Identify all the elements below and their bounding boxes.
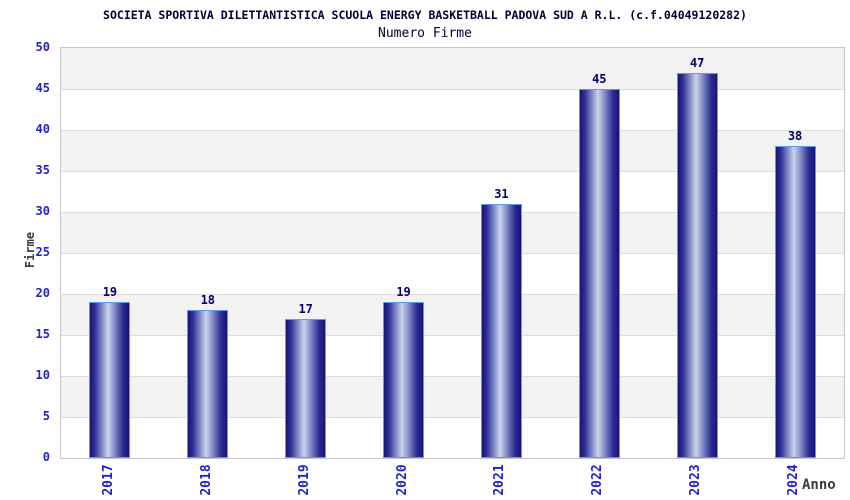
gridline: [61, 417, 844, 418]
bar-value-label: 47: [689, 55, 705, 70]
y-tick-label: 10: [35, 368, 50, 382]
bar-2020: [383, 302, 425, 458]
chart-subtitle: Numero Firme: [378, 26, 472, 41]
plot-band: [61, 417, 844, 458]
plot-band: [61, 89, 844, 130]
bar-2019: [285, 318, 327, 458]
gridline: [61, 212, 844, 213]
bar-2024: [774, 146, 816, 458]
bar-2021: [480, 203, 522, 458]
gridline: [61, 335, 844, 336]
x-tick-label: 2022: [590, 464, 606, 496]
plot-band: [61, 253, 844, 294]
gridline: [61, 130, 844, 131]
gridline: [61, 294, 844, 295]
x-axis-label: Anno: [802, 477, 836, 493]
x-tick-label: 2020: [394, 464, 410, 496]
bar-2023: [676, 72, 718, 458]
bar-value-label: 18: [200, 293, 216, 308]
x-tick-label: 2017: [100, 464, 116, 496]
plot-band: [61, 212, 844, 253]
y-tick-label: 35: [35, 163, 50, 177]
y-tick-label: 50: [35, 40, 50, 54]
bar-value-label: 45: [592, 72, 607, 86]
plot-band: [61, 335, 844, 376]
y-tick-label: 5: [42, 409, 50, 423]
bar-value-label: 38: [787, 129, 803, 144]
y-tick-label: 25: [35, 245, 50, 259]
x-tick-label: 2024: [786, 464, 802, 496]
x-tick-label: 2018: [198, 464, 214, 496]
y-tick-label: 40: [35, 122, 50, 136]
gridline: [61, 89, 844, 90]
plot-band: [61, 130, 844, 171]
bar-value-label: 17: [298, 301, 313, 316]
x-tick-label: 2023: [688, 464, 704, 496]
plot-band: [61, 171, 844, 212]
gridline: [61, 376, 844, 377]
bar-2018: [187, 310, 229, 458]
bar-2022: [578, 89, 620, 458]
plot-band: [61, 376, 844, 417]
chart-title: SOCIETA SPORTIVA DILETTANTISTICA SCUOLA …: [103, 8, 747, 22]
y-tick-label: 20: [35, 286, 50, 300]
bar-2017: [89, 302, 131, 458]
plot-area: 19 18 17 19 31 45 47 38: [60, 47, 845, 459]
x-tick-label: 2019: [296, 464, 312, 496]
bar-value-label: 19: [396, 285, 411, 300]
gridline: [61, 171, 844, 172]
bar-value-label: 19: [102, 285, 118, 300]
y-tick-label: 30: [35, 204, 50, 218]
y-tick-label: 15: [35, 327, 50, 341]
x-tick-label: 2021: [492, 464, 508, 496]
y-tick-label: 45: [35, 81, 50, 95]
gridline: [61, 253, 844, 254]
y-tick-label: 0: [42, 450, 50, 464]
bar-value-label: 31: [494, 186, 509, 201]
